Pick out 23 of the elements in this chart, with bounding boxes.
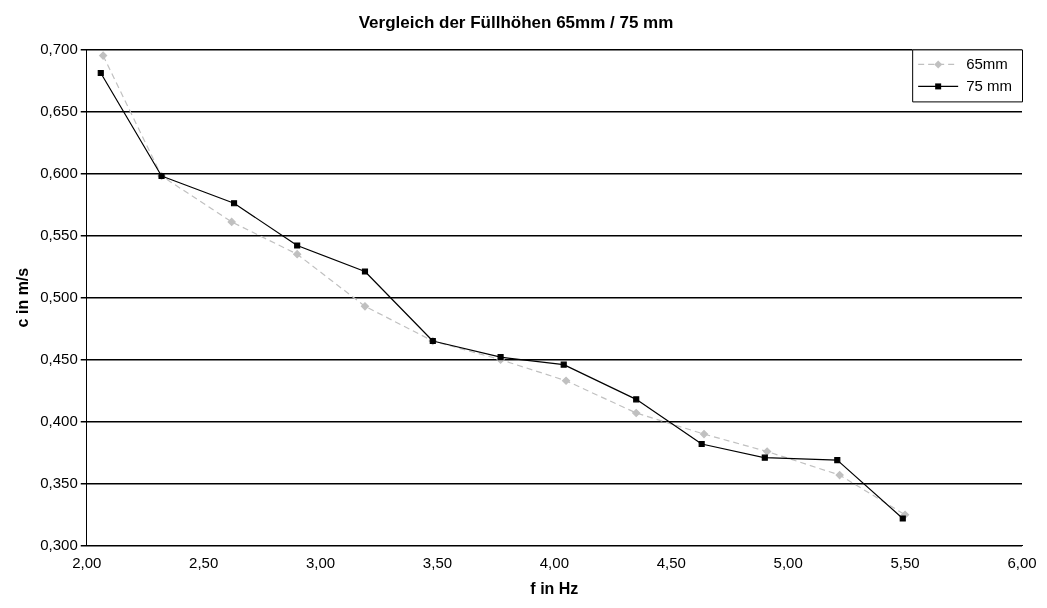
x-tick-label: 5,00 bbox=[773, 553, 803, 571]
x-tick-label: 4,00 bbox=[539, 553, 569, 571]
x-tick-label: 3,50 bbox=[422, 553, 453, 571]
x-tick-label: 3,00 bbox=[305, 553, 336, 571]
y-tick-label: 0,650 bbox=[40, 101, 78, 119]
y-axis-title: c in m/s bbox=[14, 267, 32, 328]
y-tick-label: 0,300 bbox=[40, 535, 78, 553]
y-tick-label: 0,600 bbox=[40, 163, 78, 181]
x-tick-label: 6,00 bbox=[1007, 553, 1037, 571]
legend-label: 75 mm bbox=[966, 76, 1012, 94]
y-tick-label: 0,400 bbox=[40, 411, 78, 429]
legend-label: 65mm bbox=[966, 54, 1008, 72]
x-tick-label: 2,00 bbox=[72, 553, 102, 571]
y-tick-label: 0,700 bbox=[40, 39, 78, 57]
y-tick-label: 0,350 bbox=[40, 473, 78, 491]
y-tick-label: 0,450 bbox=[40, 349, 78, 367]
y-tick-label: 0,550 bbox=[40, 225, 78, 243]
x-axis-title: f in Hz bbox=[530, 579, 579, 597]
x-tick-label: 5,50 bbox=[890, 553, 920, 571]
x-tick-label: 4,50 bbox=[656, 553, 686, 571]
chart-title: Vergleich der Füllhöhen 65mm / 75 mm bbox=[358, 12, 674, 32]
x-tick-label: 2,50 bbox=[189, 553, 219, 571]
y-tick-label: 0,500 bbox=[40, 287, 78, 305]
